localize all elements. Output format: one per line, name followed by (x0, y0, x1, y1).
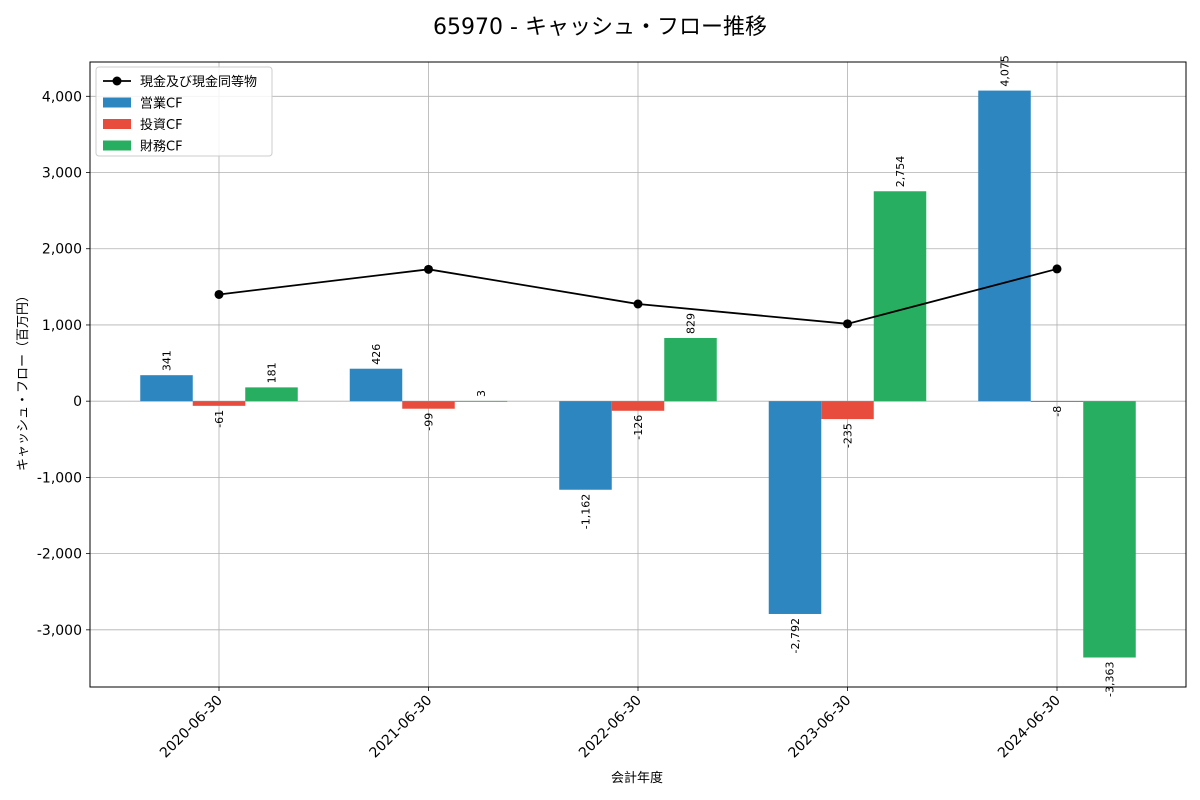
x-tick-label: 2021-06-30 (366, 693, 435, 762)
bar-3-2 (454, 400, 508, 402)
y-axis: -3,000 -2,000 -1,000 0 1,000 2,000 3,000 4,000 (37, 89, 90, 639)
cash-line-point (843, 319, 852, 329)
bar-value-label: 341 (161, 350, 174, 371)
bar-value-label: 829 (685, 313, 698, 334)
legend-label: 現金及び現金同等物 (140, 74, 257, 90)
y-tick-label: -1,000 (37, 470, 82, 486)
bar-value-label: -99 (423, 413, 436, 431)
y-tick-label: -2,000 (37, 547, 82, 563)
bar-1-3 (559, 401, 612, 490)
bars (140, 90, 1136, 658)
bar-value-labels: 341 426 -1,162 -2,792 4,075 -61 -99 -126 -235 -8 1… (161, 55, 1117, 697)
cash-line-point (633, 299, 643, 309)
legend-swatch-bar (103, 140, 131, 151)
bar-2-4 (821, 401, 874, 420)
y-axis-label: キャッシュ・フロー（百万円） (16, 289, 31, 471)
bar-value-label: 181 (266, 362, 279, 383)
legend-swatch-marker (112, 76, 122, 86)
legend-label: 営業CF (140, 96, 183, 112)
y-tick-label: 1,000 (42, 318, 82, 334)
bar-value-label: 3 (475, 390, 488, 397)
bar-3-3 (664, 337, 717, 402)
legend-label: 財務CF (140, 140, 183, 155)
bar-1-1 (140, 375, 193, 402)
cash-line-point (424, 264, 433, 274)
bar-3-1 (245, 387, 298, 402)
bar-1-4 (768, 401, 822, 614)
bar-value-label: 2,754 (894, 156, 907, 188)
bar-value-label: -235 (842, 423, 855, 448)
bar-2-5 (1030, 401, 1084, 402)
bar-value-label: -8 (1051, 406, 1064, 417)
bar-value-label: 426 (370, 344, 383, 365)
x-axis-label: 会計年度 (611, 770, 663, 786)
bar-value-label: -1,162 (580, 494, 593, 529)
legend-label: 投資CF (140, 117, 183, 133)
y-tick-label: 4,000 (42, 89, 82, 105)
bar-2-3 (611, 401, 665, 411)
y-tick-label: 2,000 (42, 242, 82, 258)
y-tick-label: -3,000 (37, 623, 82, 639)
bar-value-label: -2,792 (789, 618, 802, 653)
legend-swatch-bar (103, 119, 131, 129)
bar-value-label: -61 (213, 410, 226, 428)
bar-value-label: 4,075 (999, 55, 1012, 87)
bar-3-5 (1083, 401, 1136, 658)
x-axis: 2020-06-30 2021-06-30 2022-06-30 2023-06-30… (157, 687, 1064, 761)
cash-line-point (214, 289, 224, 299)
y-tick-label: 0 (73, 394, 82, 410)
x-tick-label: 2020-06-30 (157, 693, 226, 762)
chart-title: 65970 - キャッシュ・フロー推移 (433, 15, 767, 40)
cash-line-layer (214, 264, 1062, 329)
cash-line-point (1052, 264, 1062, 274)
legend-box (95, 66, 273, 157)
bar-3-4 (873, 191, 927, 402)
bar-value-label: -3,363 (1104, 662, 1117, 697)
x-tick-label: 2024-06-30 (995, 693, 1064, 762)
bar-2-1 (192, 401, 246, 406)
bar-2-2 (402, 401, 455, 409)
bar-value-label: -126 (632, 415, 645, 440)
bar-1-5 (978, 90, 1031, 402)
legend-swatch-bar (103, 97, 131, 108)
y-tick-label: 3,000 (42, 166, 82, 182)
bar-1-2 (349, 368, 403, 402)
x-tick-label: 2023-06-30 (785, 693, 854, 762)
grid-lines (90, 62, 1186, 687)
x-tick-label: 2022-06-30 (576, 693, 645, 762)
